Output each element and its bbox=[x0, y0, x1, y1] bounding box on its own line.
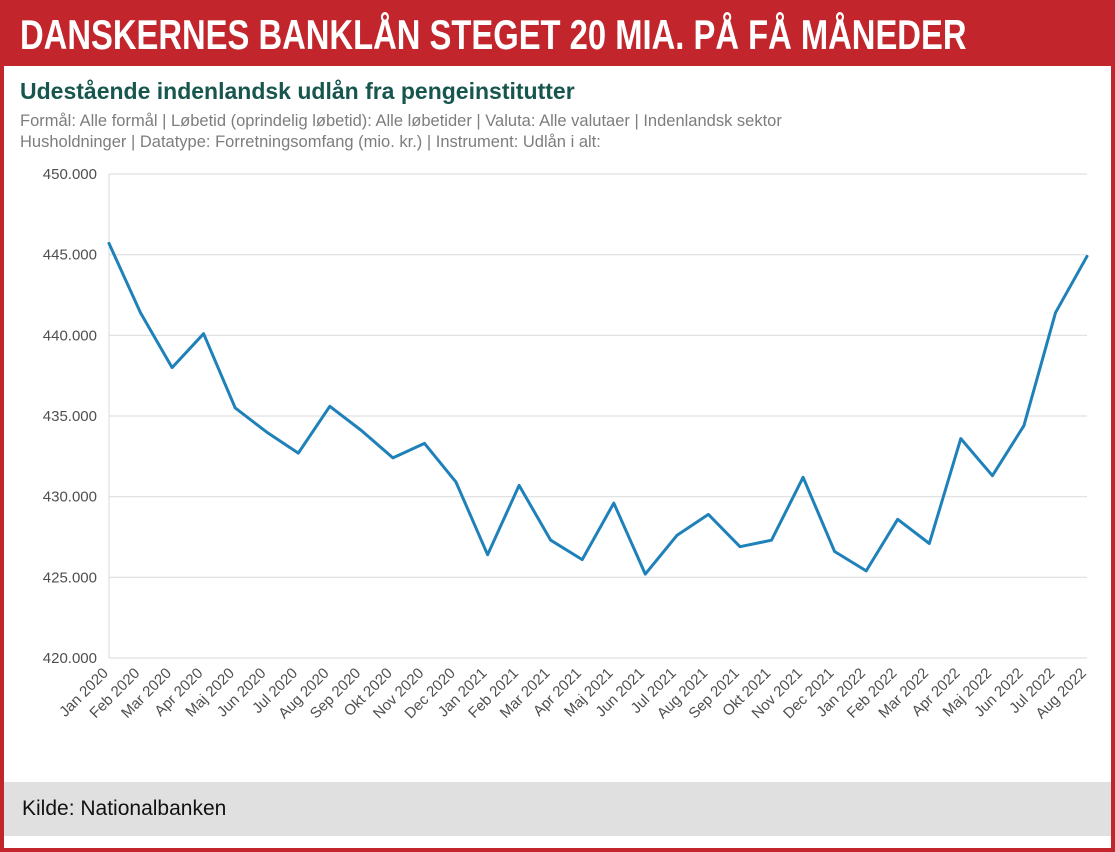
source-text: Kilde: Nationalbanken bbox=[22, 797, 227, 820]
data-line bbox=[107, 241, 1089, 576]
y-axis-label: 430.000 bbox=[43, 489, 97, 506]
chart-section: Udestående indenlandsk udlån fra pengein… bbox=[4, 66, 1111, 758]
y-axis-label: 420.000 bbox=[43, 650, 97, 667]
line-chart: 450.000 445.000 440.000 435.000 430.000 425.0… bbox=[14, 158, 1101, 758]
chart-subtitle: Formål: Alle formål | Løbetid (oprindeli… bbox=[20, 111, 1101, 154]
line-chart-canvas: 450.000 445.000 440.000 435.000 430.000 425.0… bbox=[43, 166, 1090, 722]
chart-subtitle-line1: Formål: Alle formål | Løbetid (oprindeli… bbox=[20, 112, 782, 130]
headline-banner: DANSKERNES BANKLÅN STEGET 20 MIA. PÅ FÅ … bbox=[4, 4, 1111, 66]
chart-title: Udestående indenlandsk udlån fra pengein… bbox=[20, 78, 575, 104]
headline: DANSKERNES BANKLÅN STEGET 20 MIA. PÅ FÅ … bbox=[20, 11, 967, 58]
y-axis-label: 445.000 bbox=[43, 247, 97, 264]
chart-subtitle-line2: Husholdninger | Datatype: Forretningsomf… bbox=[20, 133, 601, 152]
y-axis-label: 440.000 bbox=[43, 327, 97, 344]
y-axis-label: 450.000 bbox=[43, 166, 97, 183]
y-axis-label: 435.000 bbox=[43, 408, 97, 425]
source-bar: Kilde: Nationalbanken bbox=[4, 782, 1111, 836]
y-axis-label: 425.000 bbox=[43, 569, 97, 586]
